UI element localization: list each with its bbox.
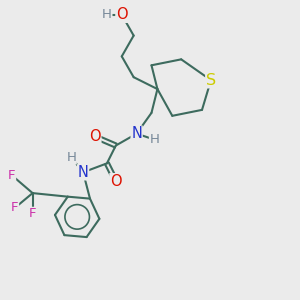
Text: N: N [78,165,88,180]
Text: F: F [8,169,16,182]
Text: N: N [131,126,142,141]
Text: H: H [102,8,112,21]
Text: H: H [66,151,76,164]
Text: H: H [149,133,159,146]
Text: O: O [110,174,122,189]
Text: F: F [11,202,19,214]
Text: O: O [89,129,101,144]
Text: S: S [206,73,216,88]
Text: F: F [29,207,36,220]
Text: O: O [116,7,128,22]
